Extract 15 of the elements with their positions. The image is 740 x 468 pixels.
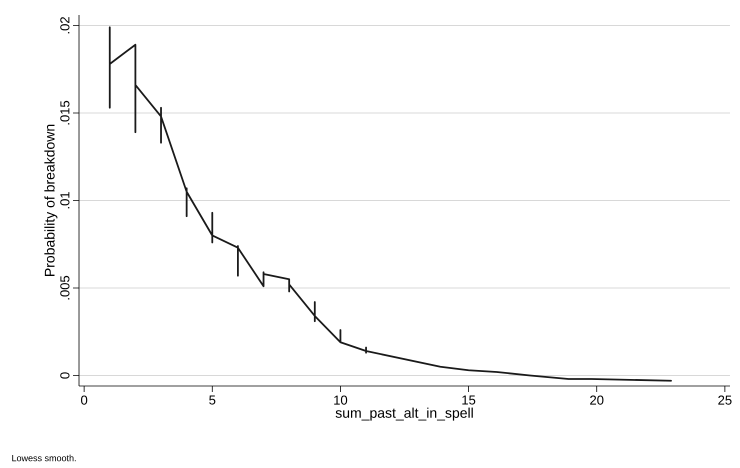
y-tick-label: .01 <box>60 192 70 208</box>
y-tick-label: .02 <box>60 17 70 34</box>
line-series <box>108 26 672 382</box>
y-tick-label: 0 <box>60 372 70 379</box>
x-tick-label: 25 <box>718 396 732 405</box>
x-tick-label: 0 <box>81 396 88 405</box>
x-tick-label: 10 <box>334 396 348 405</box>
y-tick-label: .015 <box>60 100 70 124</box>
x-tick-label: 15 <box>462 396 476 405</box>
y-tick-label: .005 <box>60 276 70 300</box>
y-axis-title: Probability of breakdown <box>44 124 58 276</box>
x-axis-title: sum_past_alt_in_spell <box>336 408 473 421</box>
text: Lowess smooth. <box>12 454 76 462</box>
x-tick-label: 20 <box>590 396 604 405</box>
x-tick-label: 5 <box>209 396 216 405</box>
